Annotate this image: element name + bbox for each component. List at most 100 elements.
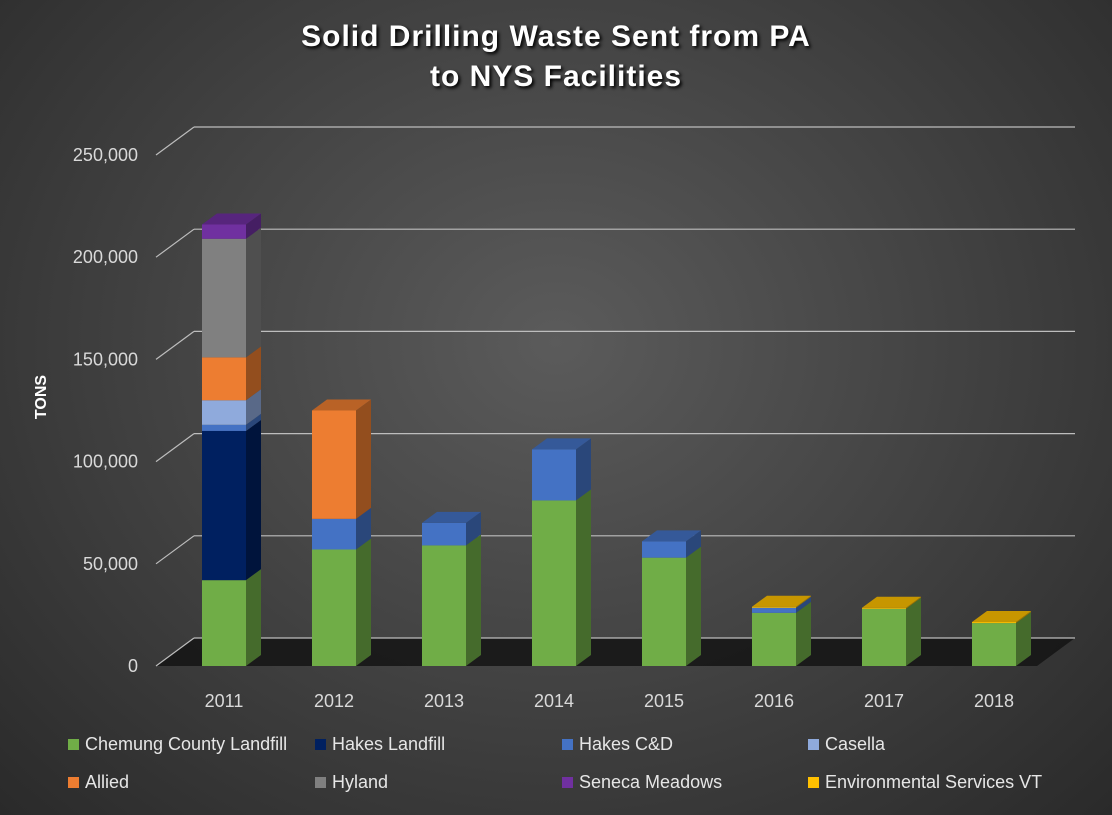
bar-segment-side xyxy=(1016,612,1031,666)
bar-segment-side xyxy=(246,389,261,425)
bar-segment xyxy=(862,607,906,609)
gridline-diagonal xyxy=(155,330,195,360)
bar-segment xyxy=(532,449,576,501)
x-tick-label: 2016 xyxy=(754,691,794,711)
bar-segment-side xyxy=(1016,611,1031,624)
bar-segment xyxy=(422,545,466,666)
bar-segment-side xyxy=(906,597,921,666)
legend-swatch xyxy=(808,739,819,750)
bar-segment xyxy=(202,430,246,581)
bar-segment-side xyxy=(246,419,261,581)
bar-segment-side xyxy=(796,595,811,608)
legend-item: Environmental Services VT xyxy=(808,772,1042,793)
bar-segment-side xyxy=(796,596,811,613)
bar-segment xyxy=(312,410,356,519)
bar-segment-side xyxy=(466,511,481,546)
bar-segment-side xyxy=(686,530,701,558)
gridline-diagonal xyxy=(155,433,195,463)
bar-segment-side xyxy=(356,399,371,519)
bar-top xyxy=(862,596,921,608)
chart-title-line-1: Solid Drilling Waste Sent from PA xyxy=(301,20,811,53)
bar-segment xyxy=(312,518,356,550)
gridline-diagonal xyxy=(155,637,195,667)
legend-item: Hyland xyxy=(315,772,388,793)
bar-segment xyxy=(642,557,686,666)
x-tick-label: 2011 xyxy=(205,691,244,711)
bar-segment-side xyxy=(246,569,261,666)
legend-label: Hakes Landfill xyxy=(332,734,446,754)
bar-top xyxy=(312,399,371,411)
bar-segment-side xyxy=(356,538,371,666)
y-tick-label: 50,000 xyxy=(83,554,138,574)
y-tick-label: 200,000 xyxy=(73,247,138,267)
bar-segment-side xyxy=(796,601,811,666)
y-axis-label: TONS xyxy=(33,375,50,419)
bar-segment xyxy=(862,608,906,666)
bar-segment-side xyxy=(246,413,261,431)
y-tick-label: 0 xyxy=(128,656,138,676)
legend-label: Environmental Services VT xyxy=(825,772,1043,792)
chart-legend: Chemung County Landfill Hakes Landfill Hak… xyxy=(68,734,1108,804)
bar-segment xyxy=(752,607,796,613)
bar-top xyxy=(202,213,261,225)
y-tick-label: 250,000 xyxy=(73,145,138,165)
legend-label: Casella xyxy=(825,734,886,754)
legend-item: Hakes C&D xyxy=(562,734,673,755)
legend-swatch xyxy=(808,777,819,788)
y-tick-label: 100,000 xyxy=(73,452,138,472)
bar-segment xyxy=(202,238,246,358)
bar-segment xyxy=(972,623,1016,666)
bar-segment-side xyxy=(466,534,481,666)
bar-segment-side xyxy=(356,507,371,550)
x-tick-label: 2014 xyxy=(534,691,574,711)
legend-label: Hakes C&D xyxy=(579,734,674,754)
legend-item: Allied xyxy=(68,772,129,793)
legend-label: Hyland xyxy=(332,772,389,792)
legend-label: Seneca Meadows xyxy=(579,772,723,792)
bar-top xyxy=(972,611,1031,623)
bar-segment xyxy=(202,224,246,239)
bar-segment-side xyxy=(576,489,591,666)
bar-segment xyxy=(642,541,686,558)
legend-swatch xyxy=(68,777,79,788)
legend-item: Casella xyxy=(808,734,885,755)
legend-item: Chemung County Landfill xyxy=(68,734,287,755)
bar-segment-side xyxy=(906,596,921,609)
legend-swatch xyxy=(315,777,326,788)
legend-swatch xyxy=(68,739,79,750)
chart-title-line-2: to NYS Facilities xyxy=(429,60,683,93)
y-tick-label: 150,000 xyxy=(73,349,138,369)
legend-label: Allied xyxy=(85,772,130,792)
legend-swatch xyxy=(315,739,326,750)
bar-segment-side xyxy=(246,227,261,358)
bar-segment xyxy=(422,522,466,546)
legend-swatch xyxy=(562,777,573,788)
chart-floor xyxy=(156,638,1075,666)
x-tick-label: 2017 xyxy=(864,691,904,711)
legend-swatch xyxy=(562,739,573,750)
bar-segment-side xyxy=(246,346,261,401)
gridline-diagonal xyxy=(155,535,195,565)
x-tick-label: 2013 xyxy=(424,691,464,711)
bar-segment xyxy=(312,549,356,666)
bar-segment xyxy=(532,500,576,666)
legend-item: Seneca Meadows xyxy=(562,772,722,793)
x-tick-label: 2018 xyxy=(974,691,1014,711)
bar-segment-side xyxy=(246,213,261,239)
gridline-diagonal xyxy=(155,228,195,258)
bar-top xyxy=(752,595,811,607)
x-tick-label: 2012 xyxy=(314,691,354,711)
x-tick-label: 2015 xyxy=(644,691,684,711)
bar-top xyxy=(642,530,701,542)
bar-top xyxy=(532,438,591,450)
bar-segment-side xyxy=(576,438,591,501)
bar-segment xyxy=(202,357,246,401)
bar-segment xyxy=(972,622,1016,624)
bar-top xyxy=(422,511,481,523)
bar-segment xyxy=(202,424,246,431)
bar-segment xyxy=(202,580,246,666)
bar-segment xyxy=(202,400,246,425)
gridline-diagonal xyxy=(155,126,195,156)
